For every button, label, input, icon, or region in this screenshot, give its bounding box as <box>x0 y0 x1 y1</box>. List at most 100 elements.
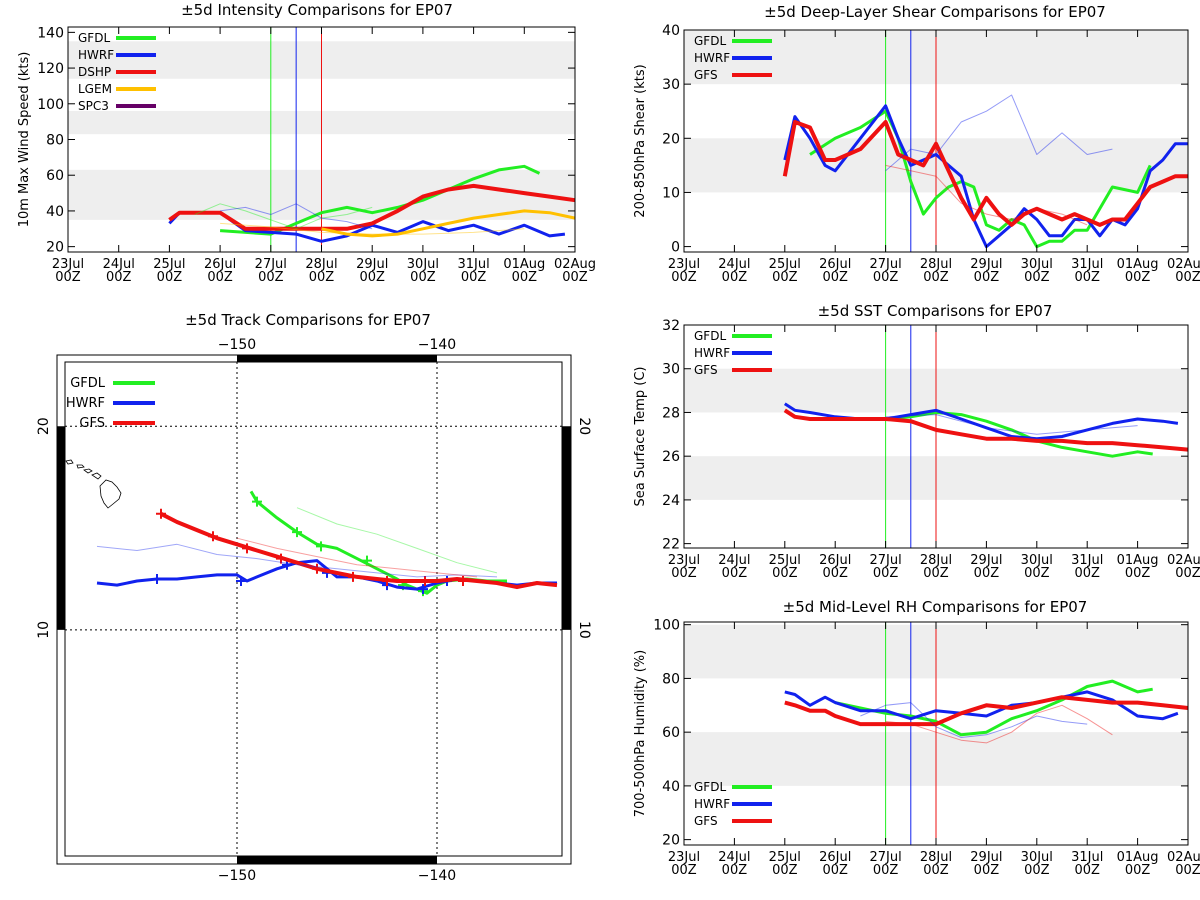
intensity-panel: 2040608010012014023Jul00Z24Jul00Z25Jul00… <box>17 25 596 285</box>
rh-xtick-label-day: 30Jul <box>1021 850 1053 865</box>
rh-xtick-label-day: 29Jul <box>970 850 1002 865</box>
island <box>83 468 93 474</box>
rh-xtick-label-day: 26Jul <box>819 850 851 865</box>
intensity-xtick-label-hour: 00Z <box>207 270 233 285</box>
intensity-xtick-label-day: 27Jul <box>255 257 287 272</box>
shear-xtick-label-day: 28Jul <box>920 257 952 272</box>
rh-ytick-label: 20 <box>662 833 680 849</box>
rh-xtick-label-hour: 00Z <box>923 863 949 878</box>
rh-legend-label-gfs: GFS <box>694 814 718 828</box>
shear-xtick-label-hour: 00Z <box>671 270 697 285</box>
shear-ytick-label: 0 <box>671 240 680 256</box>
rh-panel: 2040608010023Jul00Z24Jul00Z25Jul00Z26Jul… <box>633 618 1200 878</box>
sst-xtick-label-day: 29Jul <box>970 553 1002 568</box>
track-marker-gfs <box>242 543 252 554</box>
track-marker-gfdl <box>316 541 326 552</box>
track-inner-frame <box>64 361 563 857</box>
shear-xtick-label-day: 30Jul <box>1021 257 1053 272</box>
hawaii-islands <box>57 454 122 509</box>
rh-xtick-label-hour: 00Z <box>1074 863 1100 878</box>
sst-xtick-label-hour: 00Z <box>822 566 848 581</box>
sst-xtick-label-day: 30Jul <box>1021 553 1053 568</box>
shear-ytick-label: 40 <box>662 23 680 39</box>
shear-legend-label-gfdl: GFDL <box>694 34 726 48</box>
sst-ytick-label: 26 <box>662 449 680 465</box>
intensity-xtick-label-hour: 00Z <box>359 270 385 285</box>
intensity-legend-label-lgem: LGEM <box>78 82 112 96</box>
rh-ytick-label: 80 <box>662 671 680 687</box>
island <box>57 454 64 459</box>
sst-legend-label-hwrf: HWRF <box>694 346 730 360</box>
shear-xtick-label-hour: 00Z <box>822 270 848 285</box>
track-marker-gfs <box>276 553 286 564</box>
sst-ytick-label: 24 <box>662 493 680 509</box>
track-border-segment <box>237 355 437 362</box>
shear-series-gfs-ensemble <box>885 164 1088 226</box>
intensity-xtick-label-hour: 00Z <box>55 270 81 285</box>
rh-legend-label-hwrf: HWRF <box>694 797 730 811</box>
rh-xtick-label-hour: 00Z <box>722 863 748 878</box>
sst-ylabel: Sea Surface Temp (C) <box>633 366 648 506</box>
island <box>76 464 85 469</box>
panel-titles: ±5d Intensity Comparisons for EP07 ±5d D… <box>181 1 1106 616</box>
sst-series-gfdl <box>885 411 1153 458</box>
intensity-xtick-label-day: 30Jul <box>407 257 439 272</box>
shear-ylabel: 200-850hPa Shear (kts) <box>633 64 648 217</box>
rh-ytick-label: 40 <box>662 779 680 795</box>
rh-xtick-label-day: 01Aug <box>1117 850 1159 865</box>
intensity-xtick-label-hour: 00Z <box>512 270 538 285</box>
sst-xtick-label-hour: 00Z <box>671 566 697 581</box>
rh-legend-label-gfdl: GFDL <box>694 780 726 794</box>
rh-ytick-label: 60 <box>662 725 680 741</box>
shear-xtick-label-day: 29Jul <box>970 257 1002 272</box>
sst-xtick-label-hour: 00Z <box>1175 566 1200 581</box>
sst-ytick-label: 28 <box>662 405 680 421</box>
rh-xtick-label-day: 25Jul <box>769 850 801 865</box>
intensity-xtick-label-day: 28Jul <box>305 257 337 272</box>
track-marker-gfs <box>312 563 322 574</box>
sst-title: ±5d SST Comparisons for EP07 <box>818 302 1053 320</box>
rh-series-gfs-ensemble <box>885 704 1113 744</box>
track-series-hwrf-ensemble <box>96 543 498 578</box>
rh-xtick-label-hour: 00Z <box>772 863 798 878</box>
sst-xtick-label-hour: 00Z <box>923 566 949 581</box>
intensity-xtick-label-hour: 00Z <box>258 270 284 285</box>
sst-xtick-label-hour: 00Z <box>1074 566 1100 581</box>
shear-legend-label-hwrf: HWRF <box>694 51 730 65</box>
shear-ytick-label: 30 <box>662 77 680 93</box>
rh-xtick-label-hour: 00Z <box>873 863 899 878</box>
sst-xtick-label-day: 31Jul <box>1071 553 1103 568</box>
intensity-series-hwrf-ensemble <box>220 203 373 230</box>
intensity-xtick-label-hour: 00Z <box>157 270 183 285</box>
track-series-gfs-ensemble <box>236 537 478 578</box>
intensity-xtick-label-day: 24Jul <box>103 257 135 272</box>
island-big <box>99 479 122 509</box>
sst-legend-label-gfdl: GFDL <box>694 329 726 343</box>
intensity-ylabel: 10m Max Wind Speed (kts) <box>17 52 32 228</box>
shear-xtick-label-day: 01Aug <box>1117 257 1159 272</box>
rh-series-gfdl <box>834 679 1153 737</box>
sst-ytick-label: 32 <box>662 318 680 334</box>
intensity-xtick-label-day: 31Jul <box>457 257 489 272</box>
rh-xtick-label-day: 02Aug <box>1167 850 1200 865</box>
track-lon-label-bottom: −140 <box>418 868 456 884</box>
shear-ytick-label: 10 <box>662 185 680 201</box>
track-lon-label-bottom: −150 <box>218 868 256 884</box>
track-marker-gfdl <box>362 555 372 566</box>
shear-xtick-label-hour: 00Z <box>923 270 949 285</box>
intensity-xtick-label-day: 02Aug <box>554 257 596 272</box>
shear-panel: 01020304023Jul00Z24Jul00Z25Jul00Z26Jul00… <box>633 23 1200 285</box>
sst-xtick-label-hour: 00Z <box>722 566 748 581</box>
intensity-ytick-label: 20 <box>46 240 64 256</box>
shear-xtick-label-day: 27Jul <box>869 257 901 272</box>
rh-xtick-label-day: 31Jul <box>1071 850 1103 865</box>
intensity-legend-label-spc3: SPC3 <box>78 99 109 113</box>
intensity-ytick-label: 120 <box>37 61 64 77</box>
sst-ytick-label: 22 <box>662 537 680 553</box>
track-lat-label-right: 20 <box>576 417 592 435</box>
island <box>91 472 102 480</box>
intensity-ytick-label: 140 <box>37 25 64 41</box>
shear-xtick-label-day: 23Jul <box>668 257 700 272</box>
rh-xtick-label-hour: 00Z <box>671 863 697 878</box>
